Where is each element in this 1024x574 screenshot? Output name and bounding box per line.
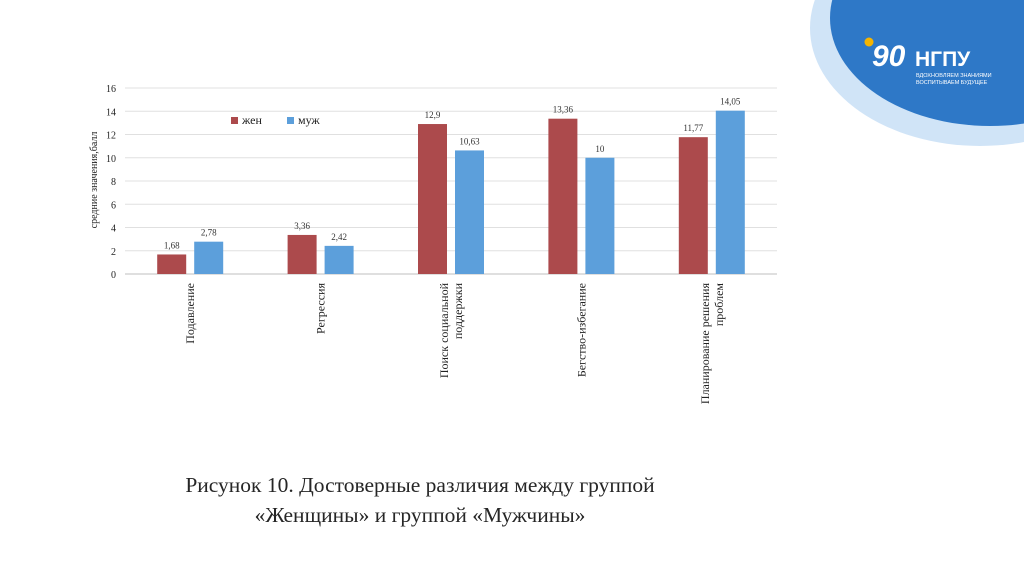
x-category-label: Бегство-избегание: [574, 283, 588, 377]
bar-chart: 0 2 4 6 8 10 12 14 16 средние значения,балл 1,68…: [89, 84, 777, 404]
gridlines: [125, 87, 777, 275]
y-tick-label: 8: [111, 177, 116, 188]
x-category-label: Подавление: [183, 283, 197, 344]
y-tick-label: 14: [106, 107, 116, 118]
logo-dot-icon: [864, 37, 874, 47]
logo-tagline-1: ВДОХНОВЛЯЕМ ЗНАНИЯМИ: [916, 73, 992, 79]
bar-zhen: [548, 118, 578, 274]
x-axis-category-labels: Подавление Регрессия Поиск социальной подде…: [183, 282, 726, 404]
bar-value-label: 2,78: [201, 228, 217, 238]
logo-mark: 90: [872, 40, 906, 73]
figure-caption: Рисунок 10. Достоверные различия между г…: [60, 470, 780, 530]
bar-value-label: 14,05: [720, 97, 741, 107]
y-tick-label: 16: [106, 84, 116, 95]
logo-name: НГПУ: [915, 48, 971, 71]
y-tick-label: 10: [106, 154, 116, 165]
bar-zhen: [418, 124, 447, 274]
x-category-label: поддержки: [451, 282, 465, 339]
logo-tagline-2: ВОСПИТЫВАЕМ БУДУЩЕЕ: [916, 80, 988, 86]
bar-value-label: 13,36: [553, 105, 574, 115]
caption-line-1: Рисунок 10. Достоверные различия между г…: [185, 473, 655, 497]
logo-swoosh-dark: [830, 0, 1024, 126]
bar-value-label: 10: [595, 144, 605, 154]
bar-value-label: 12,9: [425, 110, 441, 120]
bar-muzh: [715, 110, 745, 274]
legend-swatch: [231, 117, 238, 124]
x-category-label: Планирование решения: [698, 283, 712, 405]
university-logo: 90 НГПУ ВДОХНОВЛЯЕМ ЗНАНИЯМИ ВОСПИТЫВАЕМ…: [810, 0, 1024, 146]
bar-muzh: [455, 150, 484, 274]
bar-muzh: [194, 241, 224, 274]
x-category-label: проблем: [712, 283, 726, 327]
y-tick-label: 0: [111, 270, 116, 281]
bar-value-label: 11,77: [683, 123, 703, 133]
bar-data-labels: 1,68 2,78 3,36 2,42 12,9 10,63 13,36 10 11,77 14,…: [164, 97, 741, 251]
bar-value-label: 10,63: [459, 136, 480, 146]
legend-swatch: [287, 117, 294, 124]
bar-value-label: 1,68: [164, 240, 180, 250]
legend: жен муж: [231, 113, 320, 127]
y-tick-label: 6: [111, 200, 116, 211]
y-axis-label: средние значения,балл: [89, 132, 100, 229]
y-tick-label: 2: [111, 247, 116, 258]
y-tick-label: 12: [106, 131, 116, 142]
bar-zhen: [287, 234, 317, 274]
bar-zhen: [157, 254, 187, 274]
x-category-label: Регрессия: [314, 283, 328, 334]
bar-muzh: [324, 245, 354, 274]
bar-muzh: [585, 157, 615, 274]
legend-label: жен: [241, 113, 262, 127]
legend-label: муж: [298, 113, 320, 127]
y-tick-label: 4: [111, 224, 116, 235]
bar-value-label: 2,42: [331, 232, 347, 242]
bar-value-label: 3,36: [294, 221, 310, 231]
y-axis-ticks: 0 2 4 6 8 10 12 14 16: [106, 84, 116, 281]
bar-zhen: [678, 137, 708, 274]
x-category-label: Поиск социальной: [437, 282, 451, 378]
bars: [157, 110, 745, 274]
caption-line-2: «Женщины» и группой «Мужчины»: [254, 503, 586, 527]
